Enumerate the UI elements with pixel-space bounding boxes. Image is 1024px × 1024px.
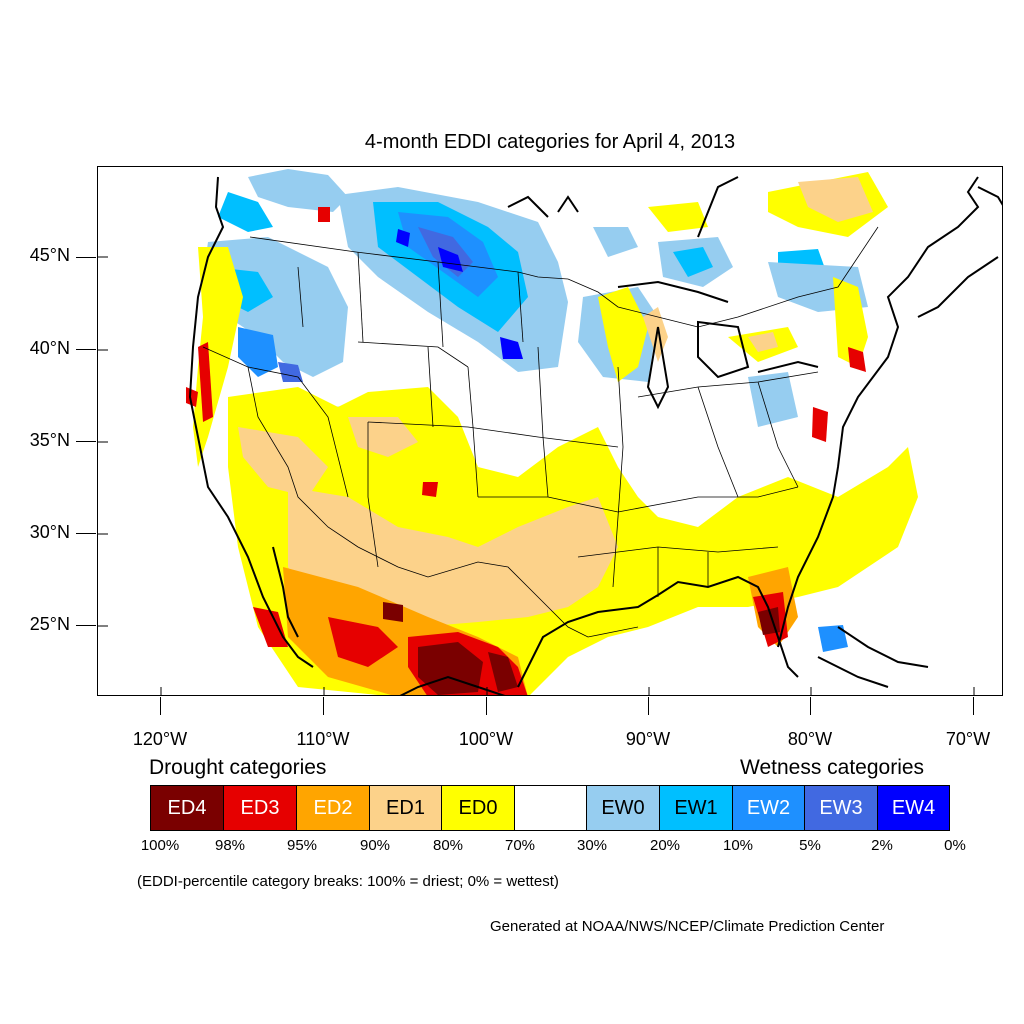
lat-label-45: 45°N	[29, 245, 70, 265]
percentile-label: 80%	[432, 837, 464, 854]
lat-label-40: 40°N	[29, 338, 70, 358]
lon-label-90w: 90°W	[625, 729, 671, 749]
percentile-label: 20%	[649, 837, 681, 854]
drought-regions	[186, 172, 918, 695]
lon-label-70w: 70°W	[945, 729, 991, 749]
percentile-label: 70%	[504, 837, 536, 854]
percentile-label: 100%	[140, 837, 180, 854]
legend-cell-ew2: EW2	[732, 785, 805, 831]
percentile-label: 2%	[871, 837, 893, 854]
lon-tick	[973, 697, 974, 715]
lon-tick	[486, 697, 487, 715]
percentile-label: 98%	[214, 837, 246, 854]
legend-cell-ew3: EW3	[804, 785, 878, 831]
wetness-heading: Wetness categories	[740, 756, 925, 779]
percentile-label: 95%	[286, 837, 318, 854]
lon-label-80w: 80°W	[787, 729, 833, 749]
category-note: (EDDI-percentile category breaks: 100% =…	[137, 873, 559, 890]
lon-label-120w: 120°W	[132, 729, 188, 749]
lon-tick	[323, 697, 324, 715]
percentile-label: 30%	[576, 837, 608, 854]
lon-label-100w: 100°W	[458, 729, 514, 749]
lon-tick	[648, 697, 649, 715]
map-ticks	[98, 256, 975, 695]
map-frame	[97, 166, 1003, 696]
percentile-label: 5%	[799, 837, 821, 854]
legend-cell-normal	[514, 785, 587, 831]
map-title: 4-month EDDI categories for April 4, 201…	[364, 131, 736, 153]
legend-cell-ew4: EW4	[877, 785, 950, 831]
lat-label-30: 30°N	[29, 522, 70, 542]
legend-cell-ew1: EW1	[659, 785, 733, 831]
lat-tick	[76, 441, 96, 442]
legend-cell-ed1: ED1	[369, 785, 442, 831]
lon-tick	[160, 697, 161, 715]
coastlines	[188, 176, 1002, 695]
legend-cell-ed4: ED4	[150, 785, 224, 831]
legend-cell-ed0: ED0	[441, 785, 515, 831]
legend-cell-ed3: ED3	[223, 785, 297, 831]
boundaries	[202, 226, 879, 638]
percentile-label: 90%	[359, 837, 391, 854]
lon-label-110w: 110°W	[296, 729, 350, 749]
drought-heading: Drought categories	[149, 756, 327, 779]
legend-cell-ed2: ED2	[296, 785, 370, 831]
eddi-map	[98, 169, 1002, 695]
percentile-label: 0%	[944, 837, 966, 854]
lat-tick	[76, 533, 96, 534]
legend-cell-ew0: EW0	[586, 785, 660, 831]
lat-tick	[76, 257, 96, 258]
credit-line: Generated at NOAA/NWS/NCEP/Climate Predi…	[490, 918, 885, 935]
lat-tick	[76, 349, 96, 350]
lat-label-25: 25°N	[29, 614, 70, 634]
lat-label-35: 35°N	[29, 430, 70, 450]
percentile-label: 10%	[722, 837, 754, 854]
lon-tick	[810, 697, 811, 715]
lat-tick	[76, 625, 96, 626]
